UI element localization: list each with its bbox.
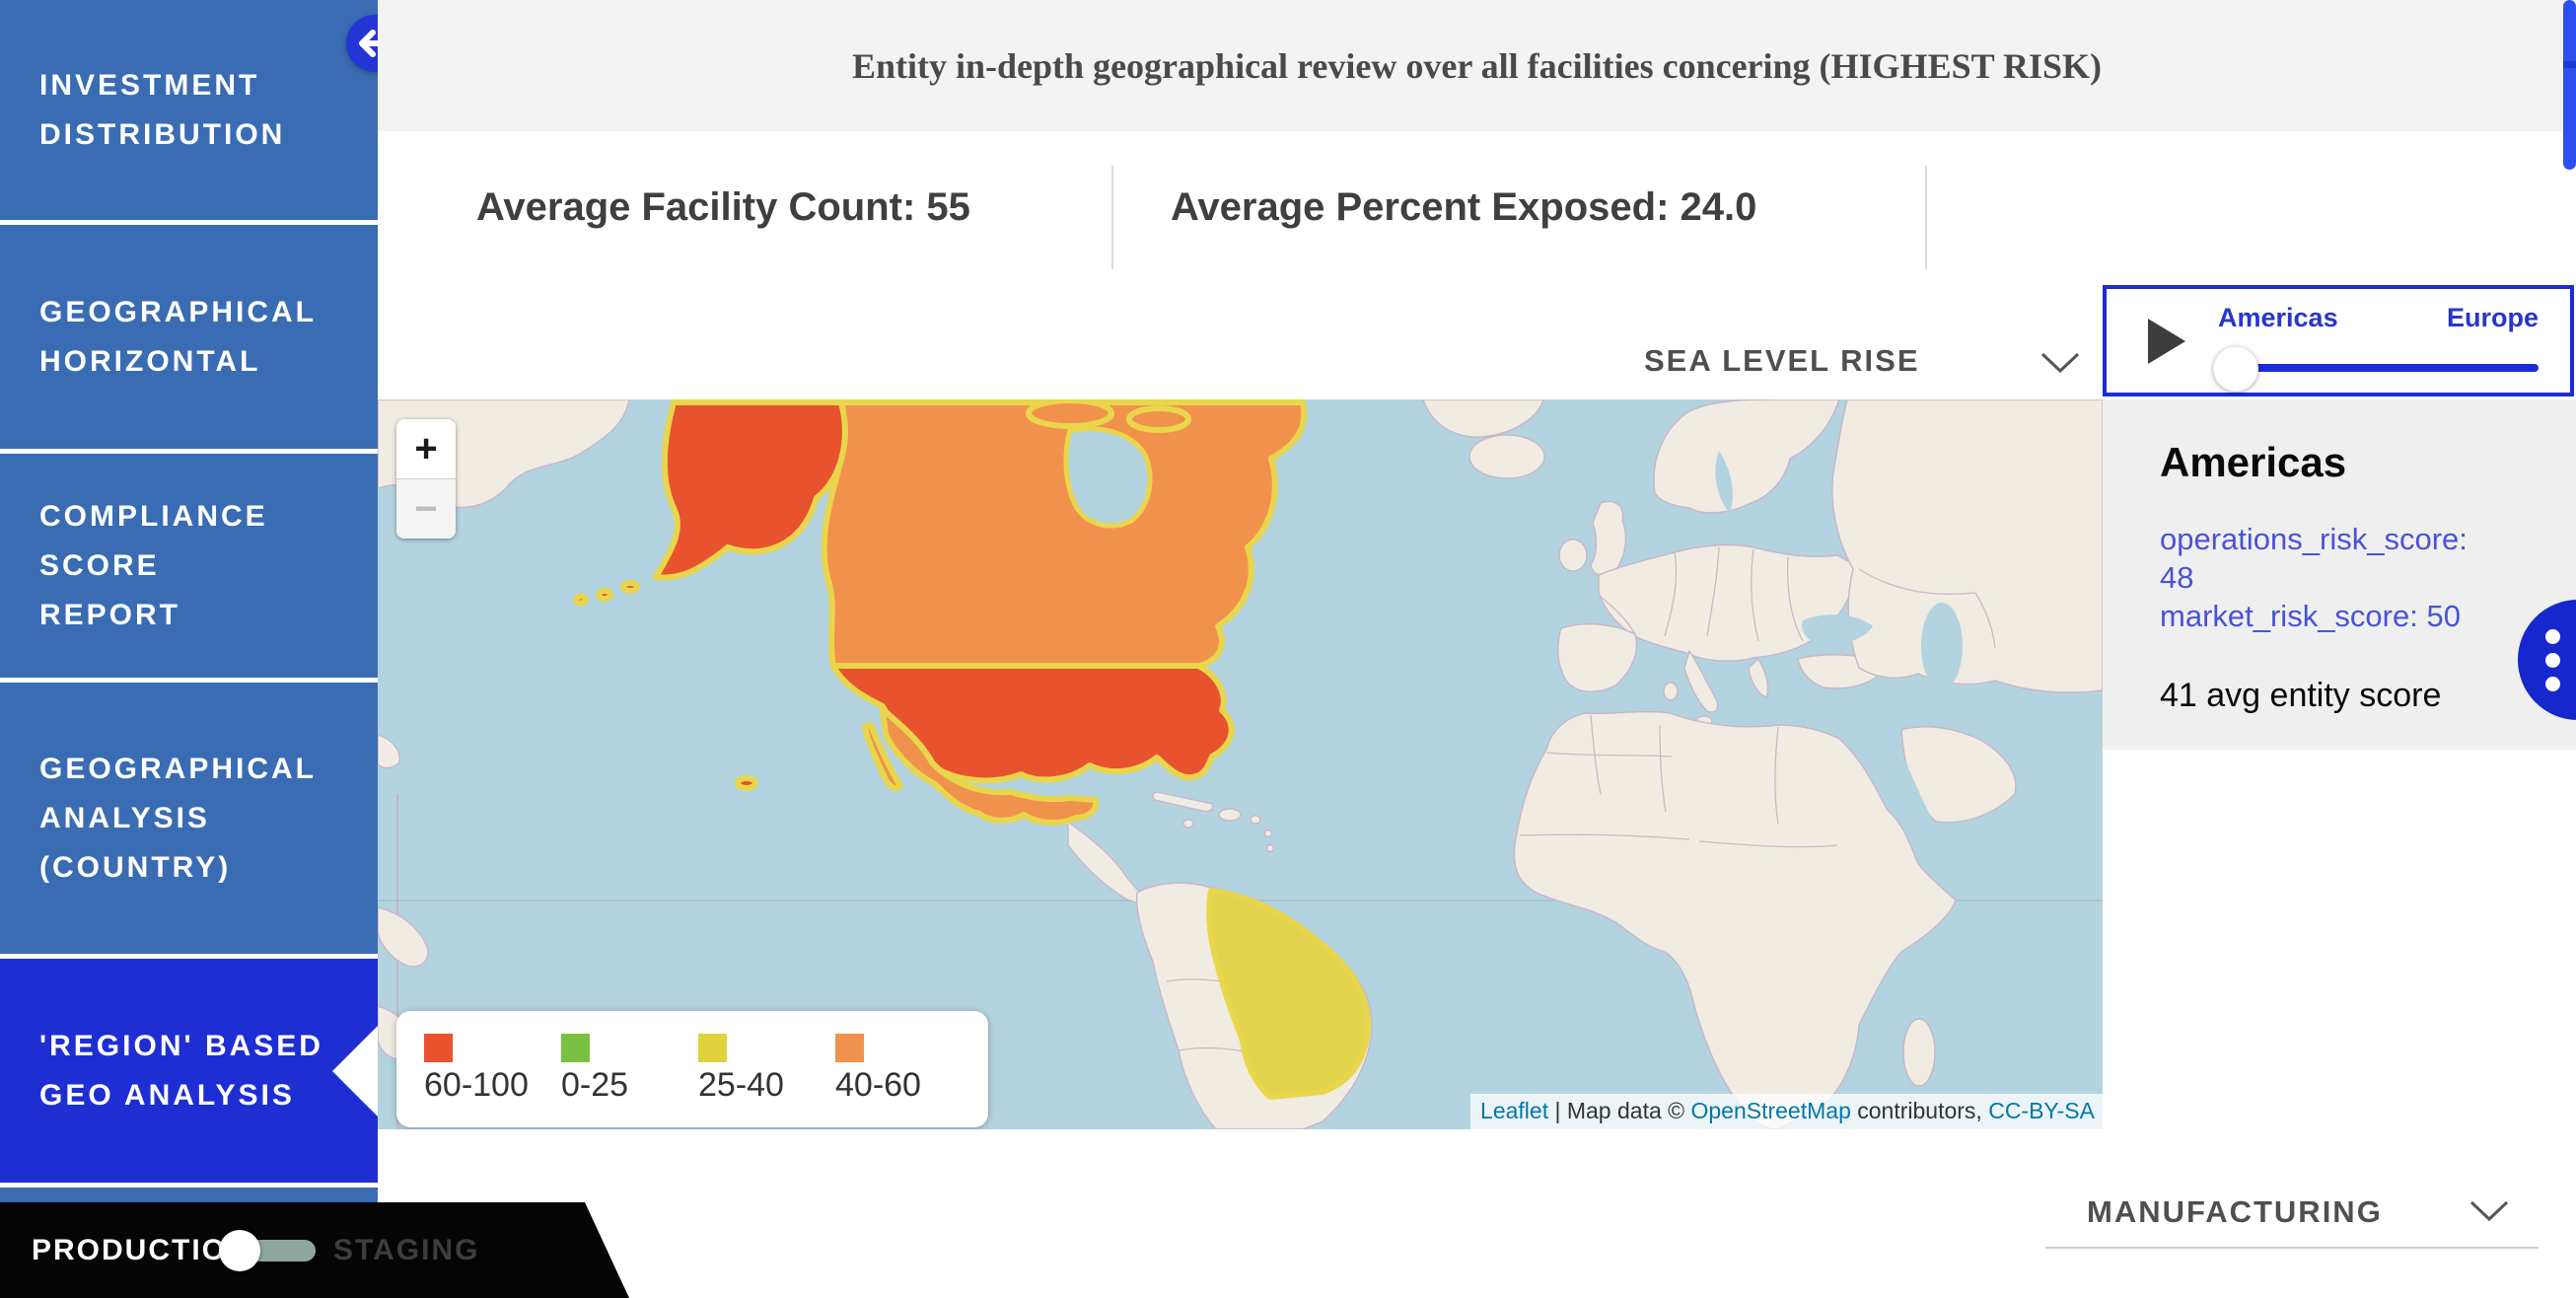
operations-risk-score-line[interactable]: operations_risk_score:	[2160, 522, 2468, 556]
environment-bar: PRODUCTION STAGING	[0, 1202, 629, 1298]
legend-item: 0-25	[561, 1034, 698, 1105]
region-hawaii[interactable]	[735, 775, 758, 791]
region-slider-track[interactable]	[2233, 364, 2539, 372]
page-title: Entity in-depth geographical review over…	[852, 45, 2102, 86]
region-canada-islands[interactable]	[1126, 405, 1191, 433]
region-slider-thumb[interactable]	[2213, 346, 2258, 392]
sidebar-item-label: COMPLIANCE SCORE REPORT	[39, 499, 268, 631]
region-usa-alaska[interactable]	[653, 399, 848, 581]
leaflet-link[interactable]: Leaflet	[1480, 1098, 1549, 1123]
legend-item: 60-100	[424, 1034, 561, 1105]
region-title: Americas	[2160, 439, 2347, 485]
region-brazil[interactable]	[1206, 888, 1372, 1100]
stats-divider	[1925, 166, 1927, 269]
hazard-dropdown[interactable]: SEA LEVEL RISE	[1644, 343, 1920, 379]
chevron-down-icon[interactable]	[2039, 350, 2082, 376]
sidebar-item-region-based-geo-analysis[interactable]: 'REGION' BASED GEO ANALYSIS	[0, 959, 378, 1183]
world-map[interactable]	[378, 399, 2103, 1129]
hudson-bay	[1063, 426, 1153, 529]
sidebar-item-investment-distribution[interactable]: INVESTMENT DISTRIBUTION	[0, 0, 378, 220]
sidebar-item-label: 'REGION' BASED GEO ANALYSIS	[39, 1029, 323, 1112]
attribution-text: | Map data ©	[1548, 1098, 1691, 1123]
license-link[interactable]: CC-BY-SA	[1988, 1098, 2095, 1123]
region-mexico[interactable]	[880, 706, 1100, 826]
region-player: Americas Europe	[2103, 285, 2574, 397]
sector-dropdown[interactable]: MANUFACTURING	[2045, 1179, 2539, 1250]
active-item-notch	[332, 1025, 378, 1117]
operations-risk-score-value[interactable]: 48	[2160, 560, 2194, 595]
map-attribution: Leaflet | Map data © OpenStreetMap contr…	[1470, 1094, 2103, 1129]
market-risk-score-line[interactable]: market_risk_score: 50	[2160, 599, 2461, 633]
ellipsis-dot	[2545, 677, 2560, 691]
stats-divider	[1111, 166, 1113, 269]
zoom-in-button[interactable]: +	[396, 419, 456, 479]
map-legend: 60-100 0-25 25-40 40-60	[396, 1011, 988, 1127]
region-canada-islands[interactable]	[1026, 399, 1114, 429]
sidebar: INVESTMENT DISTRIBUTION GEOGRAPHICAL HOR…	[0, 0, 378, 1298]
ellipsis-dot	[2545, 629, 2560, 644]
stat-percent-exposed: Average Percent Exposed: 24.0	[1171, 185, 1757, 229]
legend-label: 60-100	[424, 1066, 529, 1104]
production-label[interactable]: PRODUCTION	[32, 1233, 250, 1266]
legend-swatch	[424, 1034, 453, 1062]
ellipsis-dot	[2545, 653, 2560, 668]
scrollbar-notch	[2563, 61, 2576, 68]
legend-label: 40-60	[835, 1066, 921, 1104]
region-detail-panel: Americas operations_risk_score: 48 marke…	[2103, 399, 2576, 750]
chevron-down-icon	[2469, 1200, 2509, 1222]
region-mexico-baja[interactable]	[862, 722, 903, 792]
stat-facility-count: Average Facility Count: 55	[476, 185, 970, 229]
aleutian-island[interactable]	[596, 588, 613, 602]
environment-toggle-thumb[interactable]	[219, 1230, 260, 1271]
legend-item: 40-60	[835, 1034, 972, 1105]
sidebar-item-geographical-horizontal[interactable]: GEOGRAPHICAL HORIZONTAL	[0, 225, 378, 449]
legend-swatch	[561, 1034, 590, 1062]
legend-label: 0-25	[561, 1066, 629, 1104]
map-zoom-control: + −	[396, 419, 456, 539]
legend-label: 25-40	[698, 1066, 784, 1104]
attribution-text: contributors,	[1850, 1098, 1989, 1123]
aleutian-island[interactable]	[620, 580, 640, 594]
avg-entity-score: 41 avg entity score	[2160, 677, 2442, 714]
player-label-americas[interactable]: Americas	[2218, 303, 2338, 332]
legend-swatch	[698, 1034, 727, 1062]
header: Entity in-depth geographical review over…	[378, 0, 2576, 131]
legend-swatch	[835, 1034, 864, 1062]
zoom-out-button[interactable]: −	[396, 479, 456, 539]
hazard-dropdown-value: SEA LEVEL RISE	[1644, 343, 1920, 378]
legend-item: 25-40	[698, 1034, 835, 1105]
sidebar-item-compliance-score-report[interactable]: COMPLIANCE SCORE REPORT	[0, 454, 378, 678]
sector-dropdown-value: MANUFACTURING	[2087, 1194, 2383, 1229]
choropleth-layer	[573, 399, 1372, 1100]
map-container: + − 60-100 0-25 25-40 40-60 Leaflet | Ma…	[378, 399, 2103, 1129]
openstreetmap-link[interactable]: OpenStreetMap	[1690, 1098, 1851, 1123]
play-icon[interactable]	[2148, 319, 2185, 364]
aleutian-island[interactable]	[573, 593, 589, 607]
region-canada[interactable]	[821, 399, 1308, 669]
sidebar-item-label: INVESTMENT DISTRIBUTION	[39, 68, 286, 151]
scrollbar-thumb[interactable]	[2563, 0, 2576, 170]
sidebar-item-label: GEOGRAPHICAL ANALYSIS (COUNTRY)	[39, 752, 317, 884]
sector-dropdown-underline	[2045, 1247, 2539, 1249]
staging-label[interactable]: STAGING	[333, 1233, 480, 1266]
sidebar-item-label: GEOGRAPHICAL HORIZONTAL	[39, 295, 317, 378]
sidebar-item-geographical-analysis-country[interactable]: GEOGRAPHICAL ANALYSIS (COUNTRY)	[0, 683, 378, 954]
player-label-europe[interactable]: Europe	[2447, 303, 2540, 332]
